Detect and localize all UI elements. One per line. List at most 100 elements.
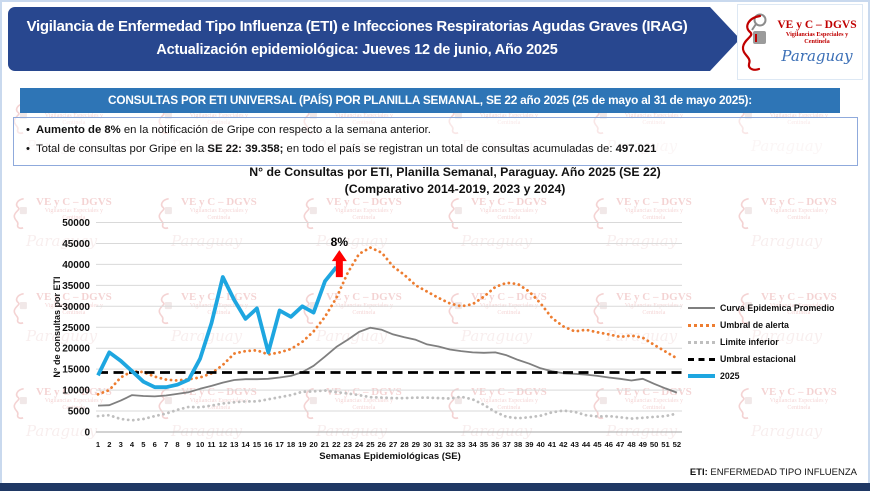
legend-line-sample xyxy=(688,357,715,361)
watermark-map-icon xyxy=(303,292,317,325)
logo-subtitle-1: Vigilancias Especiales y xyxy=(785,31,849,38)
series-2025 xyxy=(96,265,338,390)
watermark-map-icon xyxy=(13,292,27,325)
x-tick-label: 15 xyxy=(253,440,262,449)
legend-label: Limite inferior xyxy=(720,337,779,347)
y-tick-label: 25000 xyxy=(62,323,90,334)
y-tick-label: 40000 xyxy=(62,260,90,271)
x-tick-label: 29 xyxy=(412,440,420,449)
eti-definition-note: ETI: ENFERMEDAD TIPO INFLUENZA xyxy=(690,467,857,478)
increase-annotation-label: 8% xyxy=(331,235,349,249)
x-tick-label: 42 xyxy=(559,440,567,449)
x-tick-label: 6 xyxy=(153,440,157,449)
paraguay-map-icon xyxy=(741,13,767,71)
series-umbral-de-alerta xyxy=(96,246,679,396)
x-tick-label: 30 xyxy=(423,440,431,449)
x-tick-label: 32 xyxy=(446,440,454,449)
logo-org-name: VE y C – DGVS xyxy=(777,19,857,31)
x-tick-label: 35 xyxy=(480,440,489,449)
x-tick-label: 25 xyxy=(366,440,375,449)
y-tick-label: 15000 xyxy=(62,365,90,376)
legend-label: Umbral de alerta xyxy=(720,320,789,330)
x-tick-label: 27 xyxy=(389,440,397,449)
legend-item-umbral-estacional: Umbral estacional xyxy=(688,354,866,364)
x-tick-label: 2 xyxy=(107,440,111,449)
legend-item-curva-epidemica-promedio: Curva Epidemica Promedio xyxy=(688,303,866,313)
x-tick-label: 21 xyxy=(321,440,330,449)
x-tick-label: 17 xyxy=(275,440,283,449)
bullet-increase-bold: Aumento de 8% xyxy=(35,124,121,136)
bullet-totals-mid: en todo el país se registran un total de… xyxy=(283,142,616,155)
legend-label: 2025 xyxy=(720,371,740,381)
highlights-box: Aumento de 8% en la notificación de Grip… xyxy=(13,117,858,166)
y-tick-label: 35000 xyxy=(62,281,90,292)
header-title-line2: Actualización epidemiológica: Jueves 12 … xyxy=(156,42,558,58)
y-tick-label: 50000 xyxy=(62,218,90,229)
x-tick-label: 38 xyxy=(514,440,522,449)
watermark-map-icon xyxy=(303,387,317,420)
y-tick-label: 5000 xyxy=(68,407,91,418)
eti-note-rest: ENFERMEDAD TIPO INFLUENZA xyxy=(707,467,857,478)
x-tick-label: 43 xyxy=(570,440,578,449)
legend-label: Curva Epidemica Promedio xyxy=(720,303,835,313)
x-tick-label: 23 xyxy=(343,440,351,449)
y-tick-label: 30000 xyxy=(62,302,90,313)
header-banner: Vigilancia de Enfermedad Tipo Influenza … xyxy=(8,7,740,71)
watermark-map-icon xyxy=(158,387,172,420)
x-tick-label: 9 xyxy=(187,440,191,449)
y-tick-label: 20000 xyxy=(62,344,90,355)
watermark-map-icon xyxy=(593,197,607,230)
bullet-increase: Aumento de 8% en la notificación de Grip… xyxy=(24,121,847,140)
section-title-bar: CONSULTAS POR ETI UNIVERSAL (PAÍS) POR P… xyxy=(20,88,840,113)
logo-country-script: Paraguay xyxy=(781,47,853,65)
x-tick-label: 3 xyxy=(119,440,123,449)
footer-bar xyxy=(0,483,870,491)
watermark-map-icon xyxy=(593,292,607,325)
x-tick-label: 16 xyxy=(264,440,272,449)
x-tick-label: 14 xyxy=(241,440,250,449)
org-logo: VE y C – DGVS Vigilancias Especiales y C… xyxy=(737,4,863,80)
watermark-map-icon xyxy=(448,387,462,420)
x-tick-label: 22 xyxy=(332,440,340,449)
chart-legend: Curva Epidemica Promedio Umbral de alerta… xyxy=(688,303,866,388)
x-tick-label: 12 xyxy=(219,440,227,449)
x-tick-label: 49 xyxy=(639,440,647,449)
x-tick-label: 13 xyxy=(230,440,238,449)
chart-title-line2: (Comparativo 2014-2019, 2023 y 2024) xyxy=(344,181,566,196)
legend-line-sample xyxy=(688,307,715,309)
x-tick-label: 41 xyxy=(548,440,557,449)
x-tick-label: 7 xyxy=(164,440,168,449)
watermark-map-icon xyxy=(448,292,462,325)
watermark-map-icon xyxy=(593,387,607,420)
legend-line-sample xyxy=(688,340,715,344)
bullet-totals-week-value: SE 22: 39.358; xyxy=(207,142,284,155)
logo-text: VE y C – DGVS Vigilancias Especiales y C… xyxy=(774,19,860,65)
logo-subtitle-2: Centinela xyxy=(804,38,830,45)
x-tick-label: 44 xyxy=(582,440,591,449)
watermark-map-icon xyxy=(738,387,752,420)
eti-note-bold: ETI: xyxy=(689,467,708,478)
watermark-map-icon xyxy=(13,387,27,420)
x-tick-label: 1 xyxy=(96,440,101,449)
legend-line-sample xyxy=(688,374,715,378)
bullet-totals: Total de consultas por Gripe en la SE 22… xyxy=(24,140,847,159)
x-tick-label: 51 xyxy=(661,440,670,449)
x-tick-label: 40 xyxy=(536,440,544,449)
x-tick-label: 48 xyxy=(627,440,635,449)
x-tick-label: 52 xyxy=(673,440,681,449)
series-curva-epidemica-promedio xyxy=(97,326,678,407)
x-tick-label: 20 xyxy=(309,440,317,449)
